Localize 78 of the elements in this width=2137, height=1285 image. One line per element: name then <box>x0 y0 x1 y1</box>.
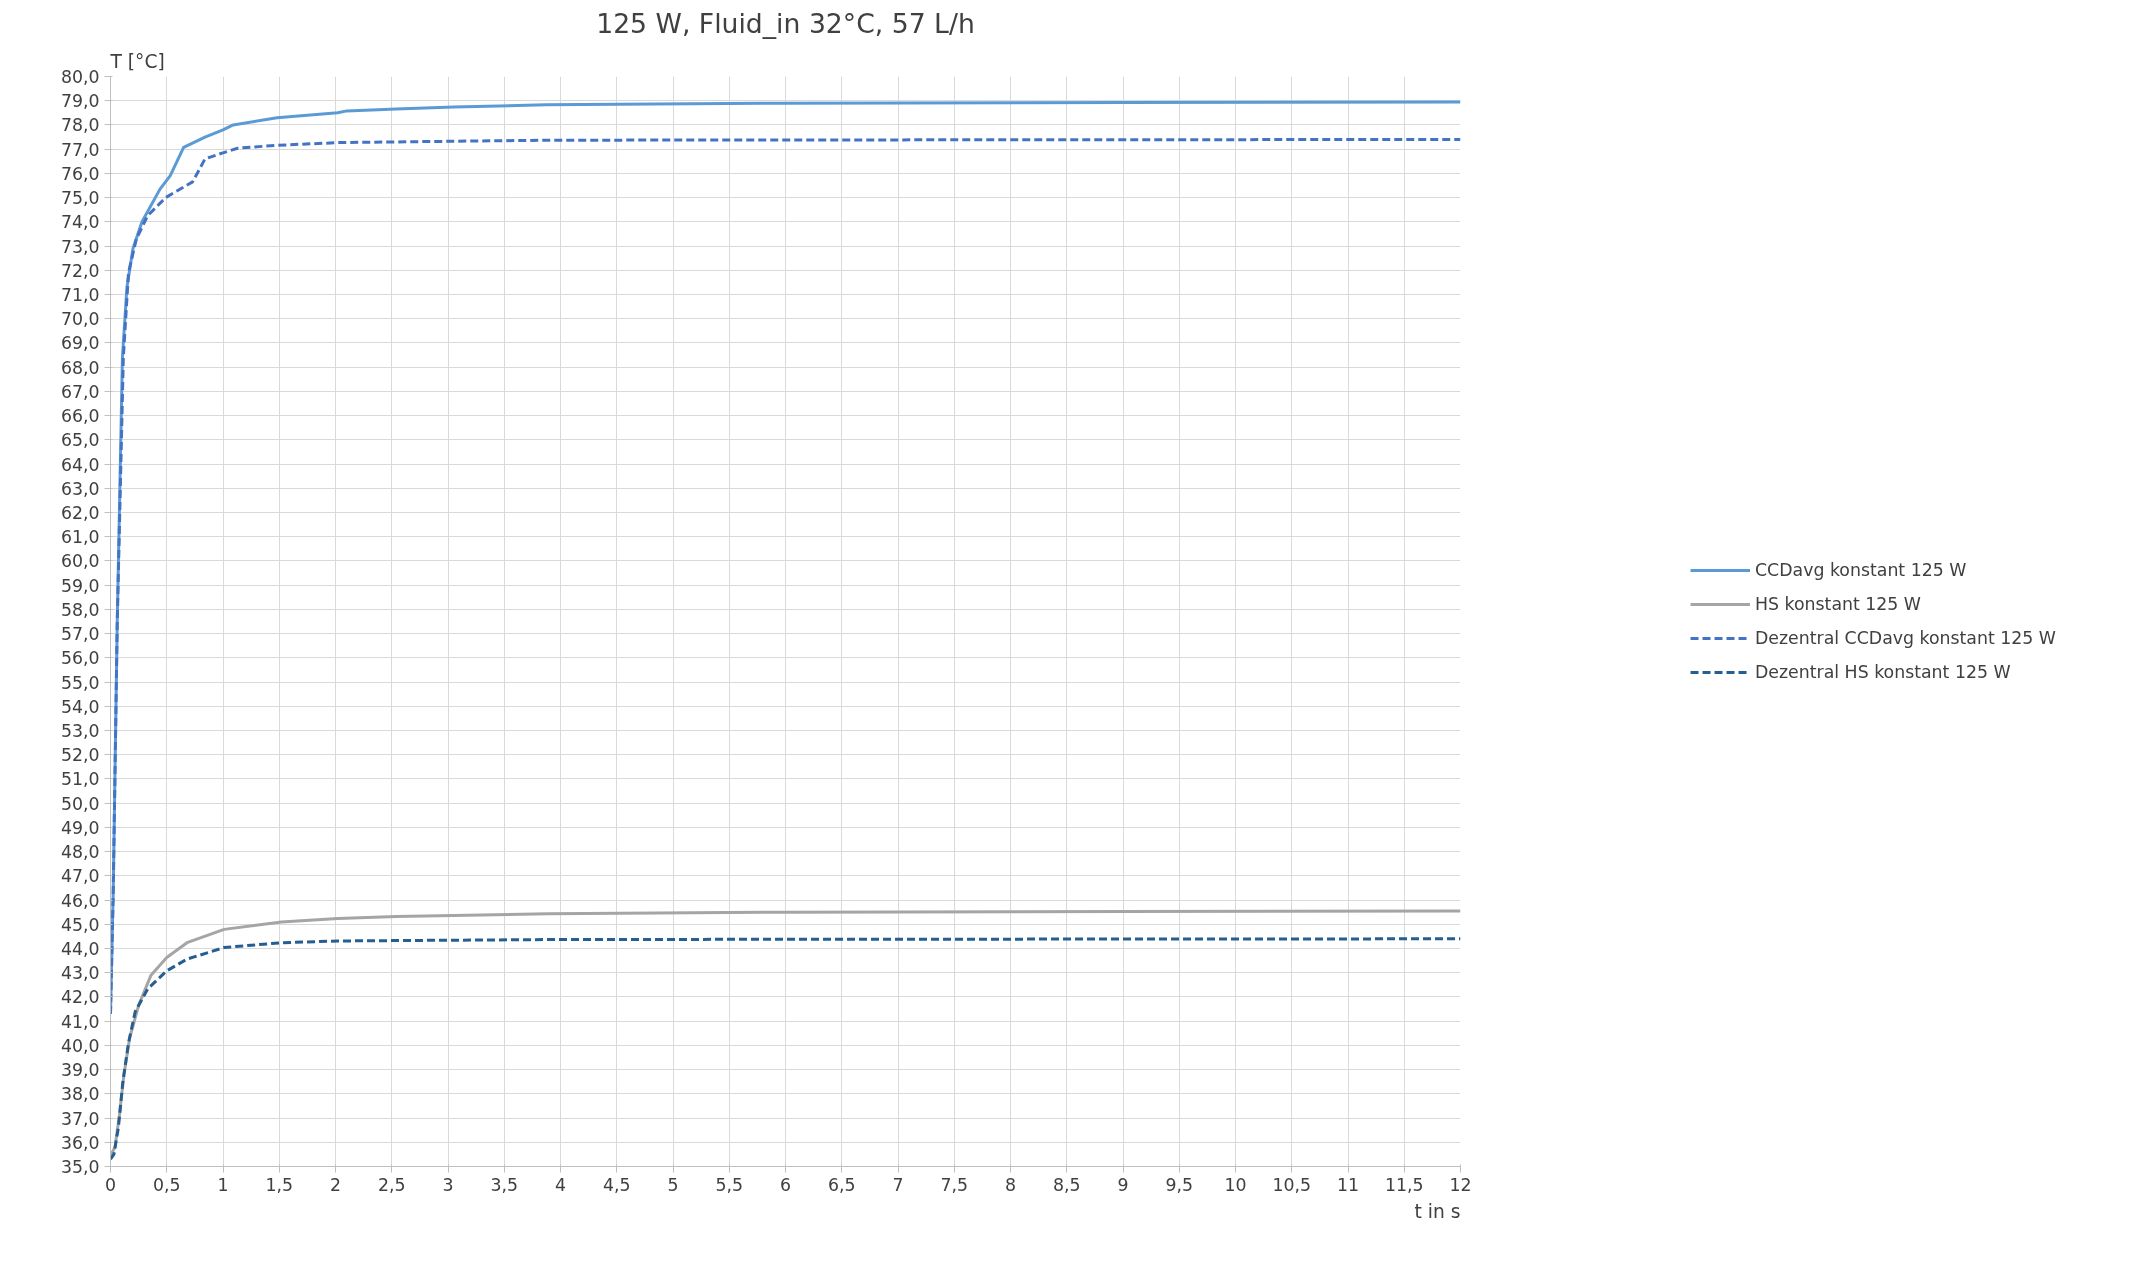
y-tick-label: 63,0 <box>60 478 100 499</box>
y-tick-label: 72,0 <box>60 260 100 281</box>
x-tick-label: 5 <box>667 1174 679 1195</box>
x-tick-label: 2,5 <box>377 1174 406 1195</box>
x-tick-label: 8 <box>1004 1174 1017 1195</box>
y-tick-label: 46,0 <box>60 890 100 911</box>
x-tick-label: 6 <box>779 1174 792 1195</box>
y-tick-label: 67,0 <box>60 381 100 402</box>
y-tick-label: 38,0 <box>60 1084 100 1105</box>
y-tick-label: 66,0 <box>60 406 100 427</box>
y-tick-label: 43,0 <box>60 963 100 984</box>
y-tick-label: 61,0 <box>60 527 100 548</box>
y-tick-label: 55,0 <box>60 672 100 693</box>
x-tick-label: 7,5 <box>940 1174 969 1195</box>
y-tick-label: 57,0 <box>60 624 100 645</box>
y-tick-label: 52,0 <box>60 745 100 766</box>
y-tick-label: 49,0 <box>60 817 100 838</box>
y-tick-label: 36,0 <box>60 1132 100 1153</box>
x-axis-title: t in s <box>1414 1200 1461 1222</box>
y-tick-label: 80,0 <box>60 67 100 87</box>
y-tick-label: 79,0 <box>60 91 100 112</box>
x-tick-label: 9,5 <box>1165 1174 1194 1195</box>
y-tick-label: 77,0 <box>60 139 100 160</box>
y-tick-label: 62,0 <box>60 503 100 523</box>
y-tick-label: 73,0 <box>60 236 100 257</box>
x-tick-label: 12 <box>1449 1174 1472 1195</box>
legend-label: Dezentral CCDavg konstant 125 W <box>1755 628 2056 648</box>
x-tick-label: 9 <box>1117 1174 1129 1195</box>
y-tick-label: 65,0 <box>60 430 100 451</box>
legend-label: CCDavg konstant 125 W <box>1755 560 1967 580</box>
y-tick-label: 45,0 <box>60 914 100 935</box>
x-tick-label: 11 <box>1336 1174 1360 1195</box>
y-tick-label: 39,0 <box>60 1060 100 1081</box>
legend-label: Dezentral HS konstant 125 W <box>1755 662 2011 682</box>
y-tick-label: 68,0 <box>60 357 100 378</box>
x-tick-label: 6,5 <box>827 1174 856 1195</box>
y-tick-label: 44,0 <box>60 939 100 959</box>
y-tick-label: 69,0 <box>60 333 100 354</box>
y-tick-label: 56,0 <box>60 648 100 669</box>
x-tick-label: 1 <box>217 1174 229 1195</box>
y-tick-label: 78,0 <box>60 115 100 136</box>
y-tick-label: 35,0 <box>60 1157 100 1177</box>
y-tick-label: 51,0 <box>60 769 100 790</box>
x-tick-label: 5,5 <box>715 1174 744 1195</box>
y-tick-label: 60,0 <box>60 551 100 572</box>
y-tick-label: 64,0 <box>60 454 100 475</box>
y-tick-label: 37,0 <box>60 1108 100 1129</box>
y-tick-label: 70,0 <box>60 309 100 330</box>
x-tick-label: 7 <box>892 1174 904 1195</box>
x-tick-label: 0 <box>104 1174 117 1195</box>
y-axis-title: T [°C] <box>109 50 165 72</box>
y-tick-label: 59,0 <box>60 575 100 596</box>
y-tick-label: 53,0 <box>60 721 100 741</box>
y-tick-label: 41,0 <box>60 1011 100 1032</box>
x-tick-label: 4 <box>554 1174 567 1195</box>
x-tick-label: 3 <box>442 1174 454 1195</box>
x-tick-label: 11,5 <box>1384 1174 1424 1195</box>
x-tick-label: 3,5 <box>490 1174 519 1195</box>
x-tick-label: 0,5 <box>152 1174 181 1195</box>
y-tick-label: 50,0 <box>60 793 100 814</box>
y-tick-label: 42,0 <box>60 987 100 1008</box>
y-tick-label: 58,0 <box>60 599 100 620</box>
y-tick-label: 76,0 <box>60 163 100 184</box>
y-tick-label: 74,0 <box>60 212 100 233</box>
chart-title: 125 W, Fluid_in 32°C, 57 L/h <box>596 7 975 39</box>
y-tick-label: 47,0 <box>60 866 100 887</box>
y-tick-label: 75,0 <box>60 188 100 209</box>
x-tick-label: 8,5 <box>1052 1174 1081 1195</box>
x-tick-label: 2 <box>329 1174 342 1195</box>
x-tick-label: 10,5 <box>1272 1174 1312 1195</box>
y-tick-label: 40,0 <box>60 1035 100 1056</box>
y-tick-label: 54,0 <box>60 696 100 717</box>
x-tick-label: 1,5 <box>265 1174 294 1195</box>
x-tick-label: 4,5 <box>602 1174 631 1195</box>
x-tick-label: 10 <box>1224 1174 1247 1195</box>
legend-label: HS konstant 125 W <box>1755 594 1921 614</box>
y-tick-label: 71,0 <box>60 285 100 305</box>
y-tick-label: 48,0 <box>60 842 100 863</box>
